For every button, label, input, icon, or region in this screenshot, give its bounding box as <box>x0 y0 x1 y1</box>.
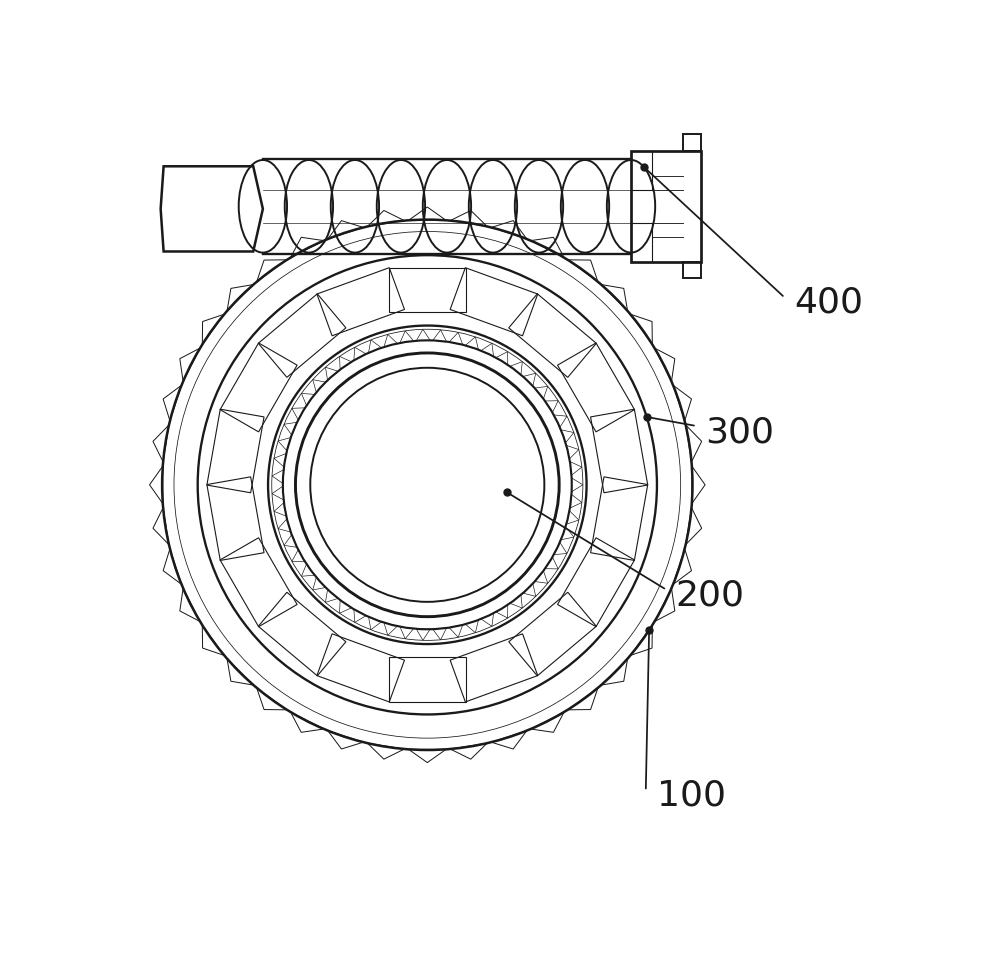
Text: 400: 400 <box>794 285 863 319</box>
Text: 200: 200 <box>675 578 744 612</box>
Text: 100: 100 <box>657 777 726 812</box>
Text: 300: 300 <box>705 415 774 449</box>
